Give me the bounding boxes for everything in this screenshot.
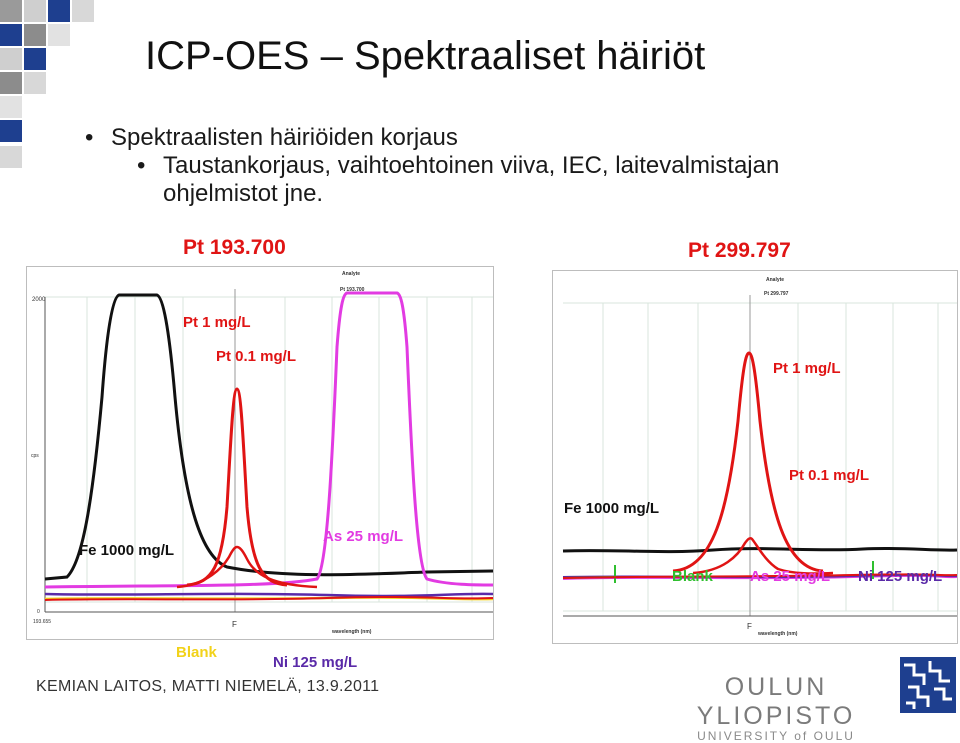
left-ylabel: cps	[31, 453, 39, 459]
left-analyte-value: Pt 193.700	[340, 287, 365, 293]
corner-decoration	[0, 0, 94, 168]
left-label-fe: Fe 1000 mg/L	[79, 542, 175, 559]
left-label-as: As 25 mg/L	[323, 528, 404, 545]
right-chart-panel: Analyte Pt 299.797 wavelength (nm) F	[552, 270, 958, 644]
left-fe-trace	[44, 293, 493, 581]
footer-text: KEMIAN LAITOS, MATTI NIEMELÄ, 13.9.2011	[36, 678, 380, 695]
university-emblem-icon	[900, 657, 956, 713]
left-label-pt1: Pt 1 mg/L	[183, 314, 251, 331]
left-pt1-trace	[186, 387, 288, 587]
right-label-fe: Fe 1000 mg/L	[564, 500, 660, 517]
left-pt01-trace	[176, 545, 318, 589]
bullet-level-2: Taustankorjaus, vaihtoehtoinen viiva, IE…	[137, 152, 883, 208]
right-label-blank: Blank	[672, 568, 713, 585]
left-ymax-label: 2000	[32, 297, 46, 303]
left-analyte-label: Analyte	[342, 271, 360, 277]
right-peak-marker: F	[747, 622, 752, 631]
right-analyte-value: Pt 299.797	[764, 291, 789, 297]
left-label-ni: Ni 125 mg/L	[273, 654, 358, 671]
left-chart-plot: 2000 cps 0 193.655 Analyte Pt 193.700 wa…	[31, 271, 493, 635]
left-label-pt01: Pt 0.1 mg/L	[216, 348, 297, 365]
bullet-level-1: Spektraalisten häiriöiden korjaus	[85, 124, 883, 152]
right-analyte-label: Analyte	[766, 277, 784, 283]
right-chart-heading: Pt 299.797	[688, 239, 791, 262]
right-baseline-red	[562, 573, 957, 579]
right-label-pt1: Pt 1 mg/L	[773, 360, 841, 377]
university-logo: OULUN YLIOPISTO UNIVERSITY of OULU	[662, 673, 890, 743]
university-name: OULUN YLIOPISTO	[696, 673, 856, 730]
left-chart-panel: 2000 cps 0 193.655 Analyte Pt 193.700 wa…	[26, 266, 494, 640]
left-y0-label: 0	[37, 609, 40, 615]
left-peak-marker: F	[232, 620, 237, 629]
right-xlabel: wavelength (nm)	[757, 631, 798, 637]
bullet-list: Spektraalisten häiriöiden korjaus Tausta…	[85, 124, 883, 208]
slide-title: ICP-OES – Spektraaliset häiriöt	[145, 34, 706, 78]
right-chart-plot: Analyte Pt 299.797 wavelength (nm) F	[562, 277, 957, 637]
left-label-blank: Blank	[176, 644, 217, 661]
university-name-en: UNIVERSITY of OULU	[697, 729, 855, 743]
right-label-pt01: Pt 0.1 mg/L	[789, 467, 870, 484]
right-pt01-trace	[692, 536, 834, 575]
right-pt1-trace	[672, 351, 824, 573]
left-chart-heading: Pt 193.700	[183, 236, 286, 259]
right-label-ni: Ni 125 mg/L	[858, 568, 943, 585]
left-ni-trace	[44, 592, 493, 598]
right-fe-trace	[562, 546, 957, 554]
left-baseline-red	[44, 596, 493, 601]
right-label-as: As 25 mg/L	[750, 568, 831, 585]
left-x0-label: 193.655	[33, 619, 51, 625]
left-xlabel: wavelength (nm)	[331, 629, 372, 635]
